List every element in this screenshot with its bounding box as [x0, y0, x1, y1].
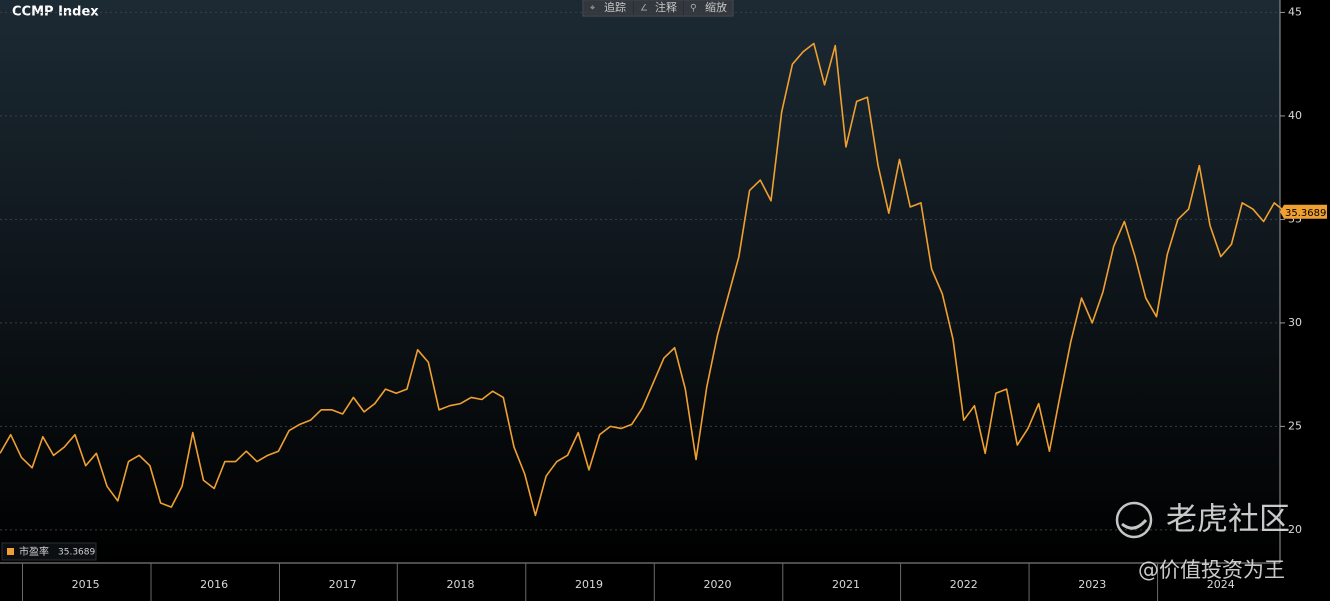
x-tick-label: 2017 [329, 578, 357, 591]
icon: ⚲ [690, 4, 697, 14]
x-axis-strip [0, 563, 1330, 601]
zoom-button[interactable]: ⚲ 缩放 [684, 0, 732, 15]
y-tick-label: 30 [1288, 316, 1302, 329]
x-tick-label: 2015 [72, 578, 100, 591]
x-tick-label: 2023 [1078, 578, 1106, 591]
button-bg [584, 1, 633, 15]
x-tick-label: 2021 [832, 578, 860, 591]
y-tick-label: 40 [1288, 109, 1302, 122]
x-tick-label: 2024 [1207, 578, 1235, 591]
x-tick-label: 2018 [446, 578, 474, 591]
track-button[interactable]: ⌖ 追踪 [584, 0, 633, 15]
watermark-logo [1115, 501, 1153, 539]
legend-label: 市盈率 [19, 545, 49, 558]
button-label: 注释 [655, 0, 677, 14]
legend-swatch [7, 548, 14, 555]
annotate-button[interactable]: ∠ 注释 [634, 0, 683, 15]
toolbar: ⌖ 追踪 ∠ 注释 ⚲ 缩放 [582, 0, 734, 17]
data-line [0, 42, 1286, 517]
x-tick-label: 2016 [200, 578, 228, 591]
watermark-brand: 老虎社区 [1166, 502, 1290, 538]
legend: 市盈率 35.3689 [1, 542, 97, 561]
legend-value: 35.3689 [58, 548, 95, 558]
watermark: 老虎社区 @价值投资为王 [1115, 501, 1290, 582]
flag-value: 35.3689 [1285, 208, 1326, 219]
icon: ∠ [640, 4, 648, 14]
x-tick-label: 2020 [703, 578, 731, 591]
icon: ⌖ [590, 4, 595, 14]
watermark-author: @价值投资为王 [1138, 558, 1285, 582]
y-tick-label: 25 [1288, 419, 1302, 432]
plot-background [0, 0, 1280, 563]
button-bg [634, 1, 683, 15]
x-tick-label: 2019 [575, 578, 603, 591]
flag-shape [1280, 204, 1327, 219]
y-tick-label: 45 [1288, 5, 1302, 18]
button-label: 追踪 [604, 0, 626, 14]
last-value-flag: 35.3689 [1280, 204, 1327, 219]
plot [0, 11, 1286, 531]
y-tick-label: 20 [1288, 523, 1302, 536]
x-tick-label: 2022 [950, 578, 978, 591]
legend-box [1, 542, 97, 561]
button-bg [684, 1, 732, 15]
button-label: 缩放 [705, 0, 727, 14]
watermark-logo-mark [1121, 518, 1148, 530]
